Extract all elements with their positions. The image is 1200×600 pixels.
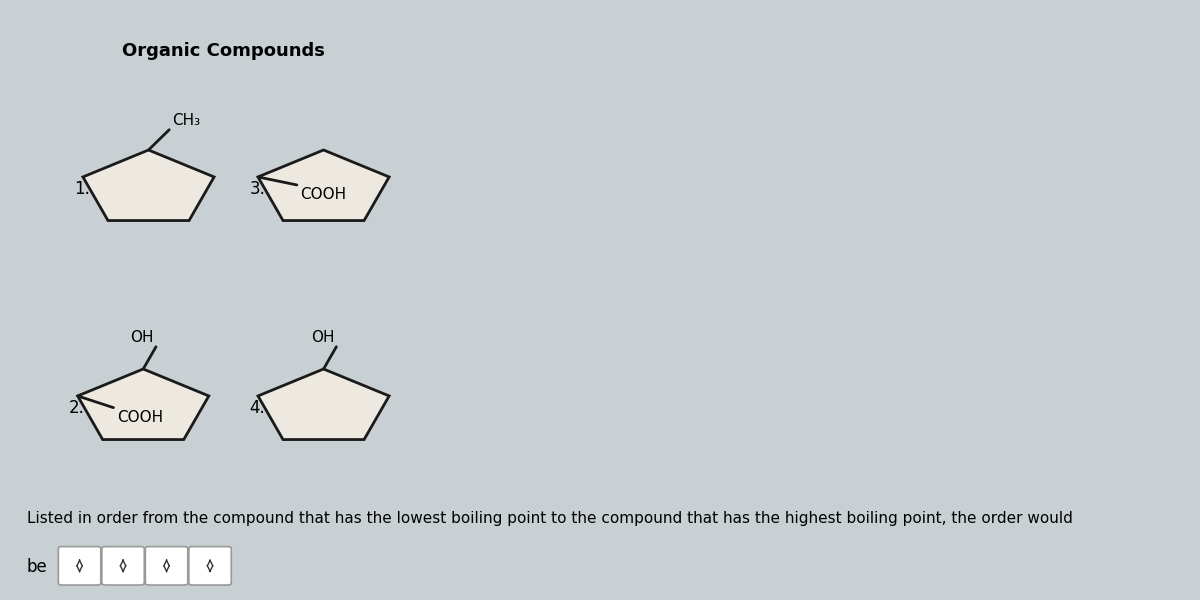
Polygon shape xyxy=(258,150,389,221)
Text: Listed in order from the compound that has the lowest boiling point to the compo: Listed in order from the compound that h… xyxy=(26,511,1073,527)
Text: COOH: COOH xyxy=(300,187,346,202)
Text: be: be xyxy=(26,558,47,576)
Text: OH: OH xyxy=(131,330,154,345)
FancyBboxPatch shape xyxy=(59,547,101,585)
Text: OH: OH xyxy=(311,330,335,345)
Text: CH₃: CH₃ xyxy=(173,113,200,128)
Polygon shape xyxy=(83,150,214,221)
Text: 3.: 3. xyxy=(250,180,265,198)
Text: 4.: 4. xyxy=(250,399,265,417)
Polygon shape xyxy=(78,369,209,440)
Text: Organic Compounds: Organic Compounds xyxy=(122,42,325,60)
Polygon shape xyxy=(258,369,389,440)
FancyBboxPatch shape xyxy=(188,547,232,585)
Text: 2.: 2. xyxy=(68,399,85,417)
FancyBboxPatch shape xyxy=(145,547,187,585)
Text: COOH: COOH xyxy=(116,410,163,425)
Text: 1.: 1. xyxy=(74,180,90,198)
FancyBboxPatch shape xyxy=(102,547,144,585)
